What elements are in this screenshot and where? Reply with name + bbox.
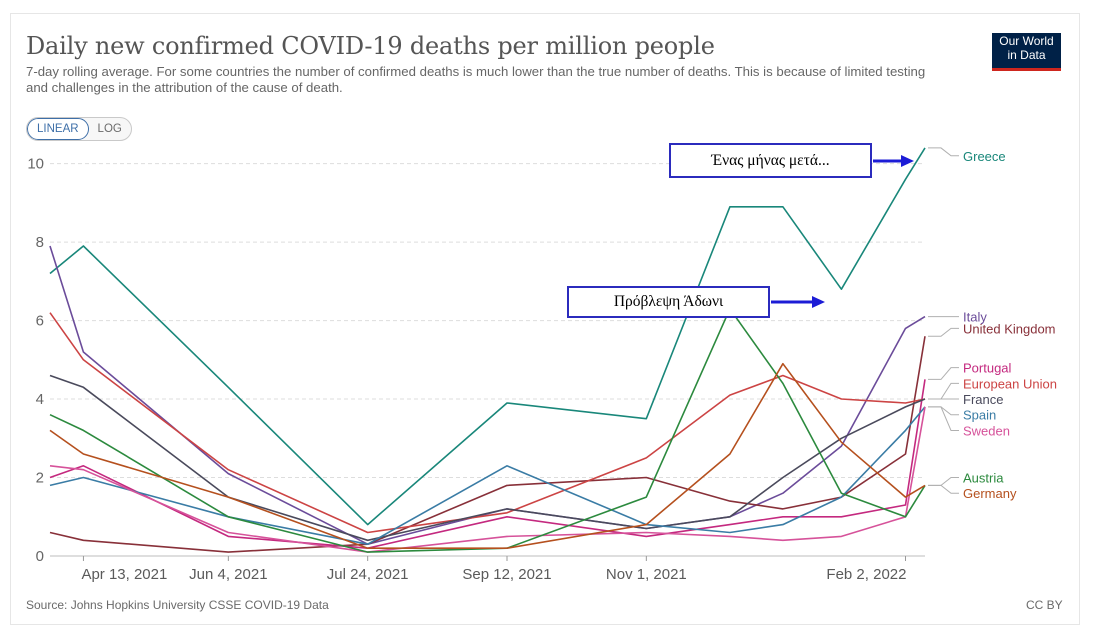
x-tick-label: Jul 24, 2021 bbox=[327, 566, 409, 583]
legend-label: European Union bbox=[963, 376, 1057, 391]
legend-connector bbox=[928, 367, 959, 380]
series-line-sweden bbox=[49, 406, 926, 553]
x-tick-label: Sep 12, 2021 bbox=[462, 566, 551, 583]
legend-connector bbox=[928, 477, 959, 486]
y-tick-label: 6 bbox=[36, 313, 44, 330]
owid-logo[interactable]: Our World in Data bbox=[992, 33, 1061, 71]
legend-connector bbox=[928, 484, 959, 494]
log-scale-button[interactable]: LOG bbox=[97, 123, 122, 135]
legend-label: Sweden bbox=[963, 423, 1010, 438]
x-tick-label: Nov 1, 2021 bbox=[606, 566, 687, 583]
y-tick-label: 10 bbox=[27, 156, 44, 173]
series-line-italy bbox=[49, 245, 926, 545]
series-line-united-kingdom bbox=[49, 336, 926, 553]
legend-label: Greece bbox=[963, 149, 1006, 164]
series-line-spain bbox=[49, 406, 926, 545]
y-tick-label: 4 bbox=[36, 391, 44, 408]
chart-title: Daily new confirmed COVID-19 deaths per … bbox=[26, 32, 715, 60]
series-lines bbox=[49, 147, 926, 553]
y-axis: 0 2 4 6 8 10 bbox=[27, 156, 44, 565]
legend-label: Portugal bbox=[963, 361, 1012, 376]
legend-label: Italy bbox=[963, 310, 987, 325]
license-link[interactable]: CC BY bbox=[1026, 598, 1063, 612]
logo-accent-bar bbox=[992, 68, 1061, 71]
legend-label: France bbox=[963, 392, 1003, 407]
x-axis: Apr 13, 2021 Jun 4, 2021 Jul 24, 2021 Sep 1… bbox=[81, 556, 906, 583]
legend-label: Germany bbox=[963, 486, 1017, 501]
series-line-austria bbox=[49, 308, 926, 553]
source-note[interactable]: Source: Johns Hopkins University CSSE CO… bbox=[26, 598, 329, 612]
legend-label: Austria bbox=[963, 471, 1004, 486]
arrow-prediction-head bbox=[812, 296, 825, 308]
y-tick-label: 8 bbox=[36, 234, 44, 251]
series-line-france bbox=[49, 374, 926, 542]
x-tick-label: Apr 13, 2021 bbox=[81, 566, 167, 583]
legend-connector bbox=[928, 327, 959, 337]
annotation-arrows bbox=[771, 155, 914, 308]
annotation-prediction: Πρόβλεψη Άδωνι bbox=[567, 286, 770, 318]
x-tick-label: Feb 2, 2022 bbox=[826, 566, 906, 583]
series-line-germany bbox=[49, 362, 926, 549]
arrow-one-month-head bbox=[901, 155, 914, 167]
legend-connector bbox=[928, 406, 959, 431]
scale-toggle: LINEAR LOG bbox=[26, 117, 132, 141]
y-tick-label: 0 bbox=[36, 548, 44, 565]
x-tick-label: Jun 4, 2021 bbox=[189, 566, 267, 583]
legend-connector bbox=[928, 147, 959, 157]
chart-frame bbox=[10, 13, 1080, 625]
logo-line-2: in Data bbox=[1007, 47, 1046, 62]
legend-label: Spain bbox=[963, 408, 996, 423]
series-line-european-union bbox=[49, 312, 926, 534]
linear-scale-button[interactable]: LINEAR bbox=[27, 118, 89, 140]
legend-label: United Kingdom bbox=[963, 321, 1056, 336]
series-line-portugal bbox=[49, 379, 926, 549]
legend-connector bbox=[928, 382, 959, 400]
y-tick-label: 2 bbox=[36, 470, 44, 487]
logo-line-1: Our World bbox=[999, 34, 1054, 48]
annotation-one-month-later: Ένας μήνας μετά... bbox=[669, 143, 872, 178]
series-line-greece bbox=[49, 147, 926, 526]
chart-subtitle: 7-day rolling average. For some countrie… bbox=[26, 64, 926, 95]
